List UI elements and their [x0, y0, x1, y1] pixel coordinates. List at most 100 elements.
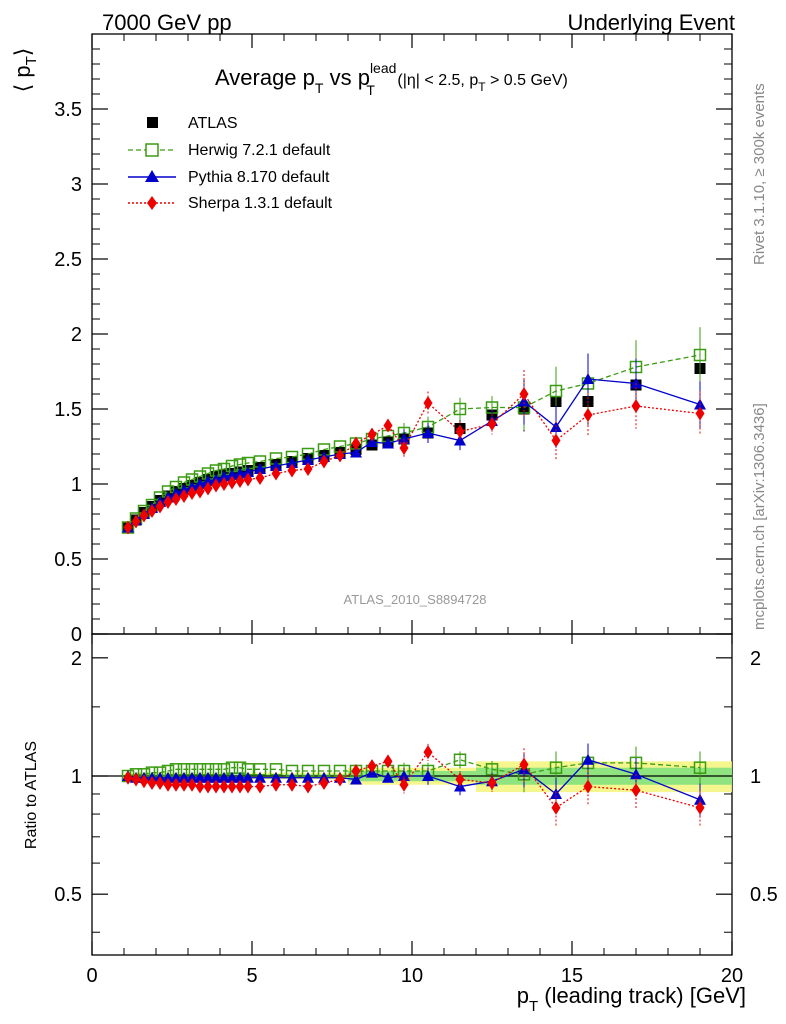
ratio-panel-content: [92, 743, 732, 826]
header-left: 7000 GeV pp: [102, 10, 232, 35]
y-tick-label: 2.5: [54, 249, 82, 271]
ratio-point-pythia: [382, 771, 394, 783]
ratio-point-pythia: [218, 771, 230, 783]
data-point-pythia: [398, 433, 410, 444]
ratio-point-sherpa: [455, 772, 465, 787]
ratio-tick-label-right: 1: [750, 766, 761, 788]
x-tick-label: 5: [246, 965, 257, 987]
y-axis-label-bottom: Ratio to ATLAS: [23, 741, 40, 849]
data-point-sherpa: [455, 424, 465, 439]
data-point-sherpa: [695, 406, 705, 421]
data-point-sherpa: [187, 486, 197, 500]
y-tick-label: 1: [71, 474, 82, 496]
data-point-sherpa: [383, 418, 393, 433]
data-point-herwig: [693, 348, 707, 362]
ratio-point-sherpa: [211, 779, 221, 794]
data-point-pythia: [254, 463, 266, 474]
y-tick-label: 0: [71, 624, 82, 646]
ratio-point-sherpa: [155, 775, 165, 790]
data-point-sherpa: [319, 454, 329, 469]
data-point-sherpa: [171, 492, 181, 506]
ratio-point-sherpa: [131, 772, 141, 787]
legend-atlas-marker: [147, 117, 158, 128]
ratio-point-sherpa: [179, 777, 189, 792]
ratio-point-sherpa: [235, 779, 245, 794]
svg-text:⟨ pT⟩: ⟨ pT⟩: [10, 48, 40, 93]
ratio-point-sherpa: [551, 800, 561, 815]
ratio-point-pythia: [242, 771, 254, 783]
ratio-point-pythia: [302, 771, 314, 783]
data-point-pythia: [350, 446, 362, 458]
ratio-point-pythia: [422, 770, 434, 782]
ratio-point-sherpa: [319, 775, 329, 790]
data-point-sherpa: [583, 408, 593, 422]
y-tick-label: 1.5: [54, 399, 82, 421]
ratio-point-sherpa: [487, 775, 497, 790]
ratio-point-pythia: [194, 771, 206, 783]
data-point-sherpa: [399, 441, 409, 455]
data-point-herwig: [453, 402, 467, 416]
ratio-line-pythia: [127, 759, 701, 801]
data-point-sherpa: [271, 466, 281, 481]
y-tick-label: 0.5: [54, 549, 82, 571]
ratio-point-sherpa: [303, 779, 313, 794]
ratio-point-sherpa: [195, 779, 205, 794]
ratio-point-sherpa: [423, 745, 433, 760]
data-point-herwig: [549, 384, 563, 398]
data-point-pythia: [582, 373, 594, 384]
data-point-sherpa: [147, 504, 157, 518]
data-point-sherpa: [139, 508, 149, 523]
data-point-pythia: [382, 437, 394, 449]
data-point-sherpa: [351, 436, 361, 451]
legend-sherpa-marker: [147, 196, 157, 210]
ratio-point-sherpa: [351, 763, 361, 778]
data-point-sherpa: [123, 520, 133, 535]
data-point-sherpa: [131, 514, 141, 529]
ratio-point-pythia: [226, 771, 238, 783]
ratio-point-sherpa: [123, 770, 133, 785]
ratio-point-pythia: [186, 771, 198, 783]
data-point-sherpa: [195, 484, 205, 499]
data-point-sherpa: [487, 417, 497, 431]
data-point-sherpa: [551, 433, 561, 448]
data-point-pythia: [242, 466, 254, 477]
ratio-point-sherpa: [399, 777, 409, 792]
x-tick-label: 20: [721, 965, 743, 987]
y-tick-label: 3: [71, 174, 82, 196]
data-point-pythia: [422, 427, 434, 438]
ratio-point-sherpa: [287, 777, 297, 792]
ratio-tick-label: 0.5: [54, 884, 82, 906]
data-point-pythia: [194, 478, 206, 489]
data-point-sherpa: [303, 462, 313, 476]
legend-pythia-marker: [145, 170, 159, 182]
ratio-point-herwig: [693, 761, 707, 774]
data-point-sherpa: [287, 463, 297, 478]
ratio-tick-label-right: 2: [750, 648, 761, 670]
ratio-point-sherpa: [171, 777, 181, 792]
ratio-point-sherpa: [147, 775, 157, 790]
data-point-pythia: [630, 377, 642, 389]
data-point-sherpa: [227, 475, 237, 490]
ratio-point-pythia: [178, 771, 190, 783]
x-tick-label: 10: [401, 965, 423, 987]
chart-title: Average pT vs plead T (|η| < 2.5, pT > 0.…: [215, 60, 568, 98]
x-axis-label: pT (leading track) [GeV]: [517, 983, 746, 1015]
y-axis-label-top: ⟨ pT⟩: [10, 48, 40, 93]
header-right: Underlying Event: [567, 10, 735, 35]
data-point-sherpa: [235, 474, 245, 488]
legend-herwig-label: Herwig 7.2.1 default: [188, 142, 331, 159]
data-point-sherpa: [219, 477, 229, 491]
data-point-sherpa: [367, 427, 377, 442]
legend-sherpa-label: Sherpa 1.3.1 default: [188, 195, 333, 212]
ratio-point-sherpa: [367, 759, 377, 774]
data-point-sherpa: [255, 471, 265, 485]
y-tick-label: 2: [71, 324, 82, 346]
ratio-point-pythia: [234, 771, 246, 783]
data-point-sherpa: [211, 478, 221, 493]
data-point-sherpa: [519, 387, 529, 401]
ratio-point-pythia: [254, 771, 266, 783]
ratio-point-sherpa: [519, 757, 529, 772]
ratio-point-sherpa: [583, 779, 593, 794]
x-tick-label: 15: [561, 965, 583, 987]
